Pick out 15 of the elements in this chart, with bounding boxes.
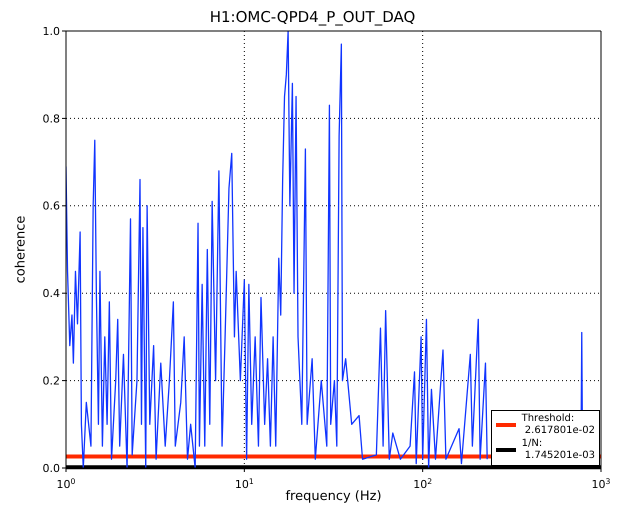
legend-label: 1/N: 1.745201e-03: [522, 438, 595, 462]
x-axis-title: frequency (Hz): [285, 489, 382, 504]
x-tick-label: 10$^{2}$: [413, 476, 432, 491]
y-tick-label: 0.6: [42, 200, 60, 213]
y-tick-label: 1.0: [42, 24, 60, 38]
x-tick-label: 10$^{3}$: [592, 476, 611, 491]
x-tick-label: 10$^{1}$: [234, 476, 254, 491]
x-tick-label: 10$^{0}$: [56, 476, 76, 491]
legend-label: Threshold: 2.617801e-02: [522, 413, 595, 437]
y-tick-label: 0.8: [42, 112, 60, 126]
chart-title: H1:OMC-QPD4_P_OUT_DAQ: [208, 8, 416, 26]
y-axis-title: coherence: [14, 216, 29, 284]
y-tick-label: 0.2: [42, 374, 60, 388]
y-tick-label: 0.0: [42, 462, 60, 475]
y-tick-label: 0.4: [42, 287, 60, 300]
